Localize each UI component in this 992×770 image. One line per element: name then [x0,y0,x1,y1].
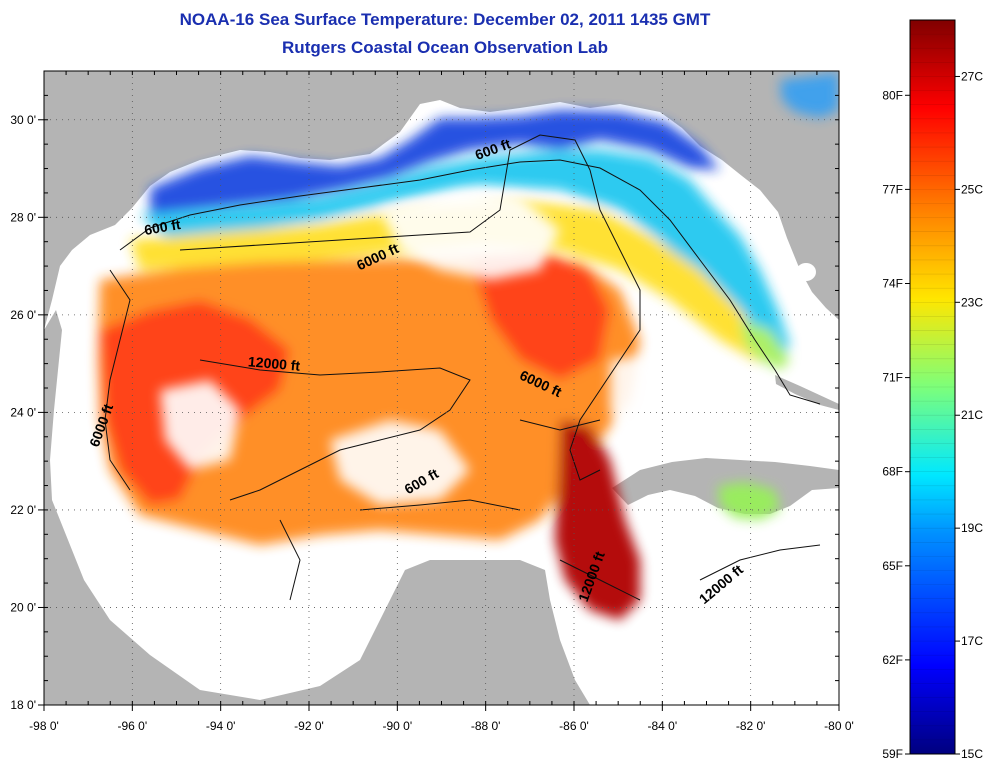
y-tick-label: 20 0' [10,600,36,614]
sst-swath [98,72,839,620]
x-tick-label: -84 0' [648,719,678,733]
bathymetry-contours [104,134,821,601]
x-tick-label: -86 0' [559,719,589,733]
contour-label: 600 ft [143,216,182,238]
colorbar-f-label: 62F [882,653,903,667]
sst-cuba-north-green [718,482,780,520]
sst-cold-nearshore [150,110,720,214]
y-tick-label: 24 0' [10,405,36,419]
x-tick-label: -98 0' [29,719,59,733]
colorbar-celsius-labels: 27C 25C 23C 21C 19C 17C 15C [955,69,983,761]
cloud-gap-north [380,190,560,280]
y-tick-label: 30 0' [10,113,36,127]
contour-label: 12000 ft [247,353,301,374]
x-tick-label: -88 0' [471,719,501,733]
contour-600ft [119,159,821,601]
colorbar-c-label: 21C [961,408,983,422]
colorbar-f-label: 77F [882,182,903,196]
map-title: NOAA-16 Sea Surface Temperature: Decembe… [179,10,711,29]
y-tick-label: 18 0' [10,698,36,712]
map-subtitle: Rutgers Coastal Ocean Observation Lab [282,38,608,57]
sst-red-loop-current [470,250,610,380]
sst-cyan-shelf [140,150,790,360]
colorbar-c-label: 15C [961,747,983,761]
colorbar-c-label: 27C [961,69,983,83]
y-tick-label: 22 0' [10,503,36,517]
temperature-colorbar: 80F 77F 74F 71F 68F 65F 62F 59F 27C 25C 23C 21C 19C… [882,19,983,761]
colorbar-f-label: 80F [882,88,903,102]
cloud-gap-central [330,420,470,505]
sst-yellow-band [130,200,770,362]
cloud-gaps [160,190,670,505]
x-tick-label: -96 0' [118,719,148,733]
colorbar-c-label: 17C [961,634,983,648]
cloud-gap-west [160,380,240,470]
colorbar-c-label: 19C [961,521,983,535]
x-tick-label: -80 0' [824,719,854,733]
x-tick-label: -94 0' [206,719,236,733]
lake-okeechobee [796,263,816,281]
map-gridlines [44,71,839,705]
mexico-land [44,310,590,705]
florida-keys-land [775,375,839,410]
y-axis-ticks: 30 0' 28 0' 26 0' 24 0' 22 0' 20 0' 18 0' [10,70,839,712]
colorbar-f-label: 68F [882,465,903,479]
us-gulf-coast-land [44,71,839,330]
contour-6000ft [104,134,641,491]
colorbar-f-label: 65F [882,559,903,573]
colorbar-c-label: 25C [961,182,983,196]
cloud-gap-east [610,355,670,450]
colorbar-f-label: 71F [882,371,903,385]
y-tick-label: 28 0' [10,210,36,224]
x-tick-label: -90 0' [383,719,413,733]
x-tick-label: -82 0' [736,719,766,733]
colorbar-c-label: 23C [961,295,983,309]
sst-southwest-florida-blend [740,320,790,370]
sst-atlantic-east-florida [780,72,839,118]
colorbar-gradient [909,19,956,755]
colorbar-bands [910,19,955,755]
colorbar-fahrenheit-labels: 80F 77F 74F 71F 68F 65F 62F 59F [882,88,910,761]
colorbar-f-label: 74F [882,276,903,290]
y-tick-label: 26 0' [10,308,36,322]
x-tick-label: -92 0' [294,719,324,733]
x-axis-ticks: -98 0' -96 0' -94 0' -92 0' -90 0' -88 0' -86 … [29,71,854,733]
colorbar-f-label: 59F [882,747,903,761]
contour-12000ft [199,359,821,601]
